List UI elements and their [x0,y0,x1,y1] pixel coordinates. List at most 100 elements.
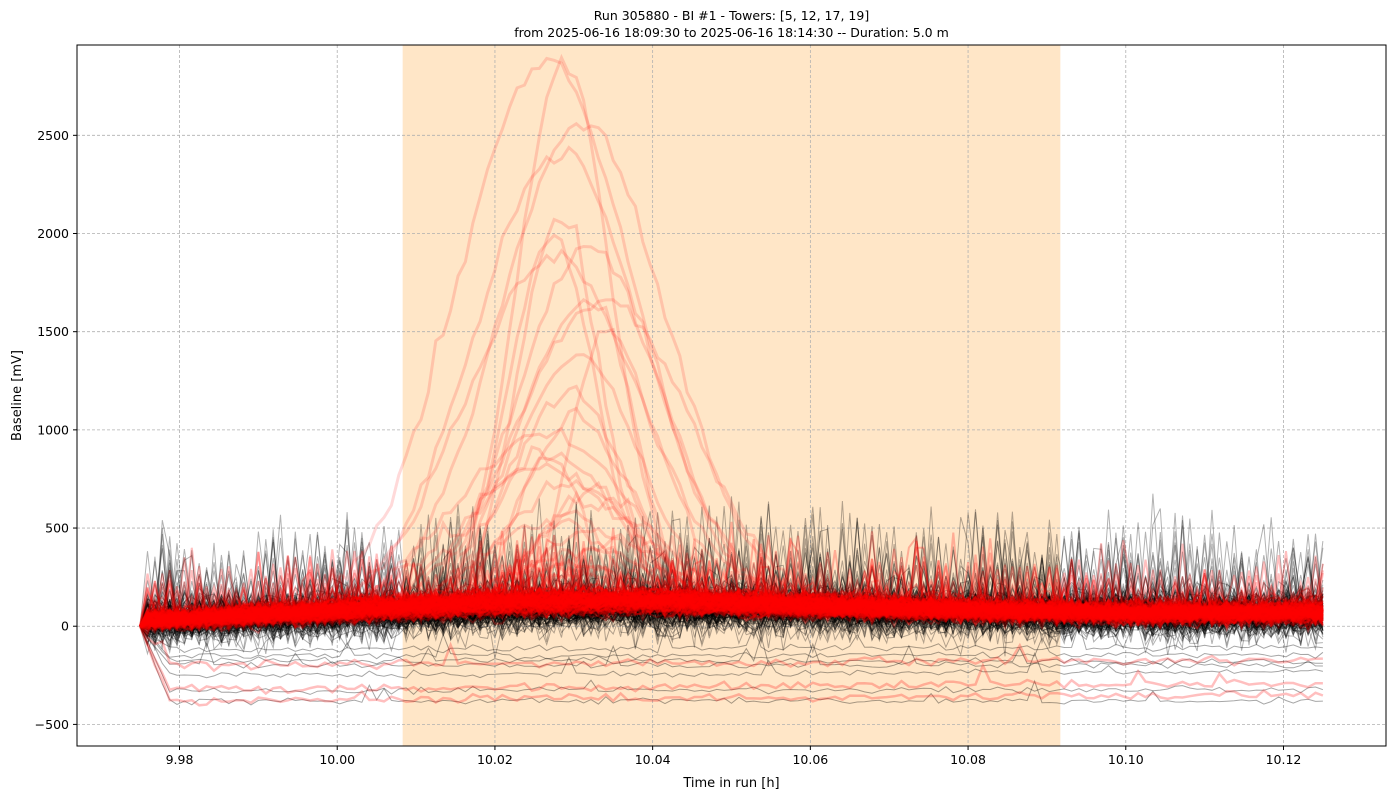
black-trace [139,512,1324,634]
red-trace [139,577,1324,629]
x-tick-label: 9.98 [166,752,194,767]
red-trace [139,574,1324,631]
black-trace [139,559,1324,641]
red-trace [139,569,1324,627]
black-trace [139,548,1324,651]
y-tick-label: −500 [35,717,69,732]
red-peak-trace [139,555,1325,630]
red-trace [139,535,1324,629]
x-tick-label: 10.00 [319,752,355,767]
black-trace [139,570,1324,630]
black-trace [139,554,1323,641]
red-trace [139,564,1324,629]
black-trace [139,542,1324,637]
red-trace [139,546,1324,627]
black-trace [139,532,1324,633]
red-trace [139,574,1324,632]
black-trace [139,535,1324,628]
red-trace [139,573,1323,631]
x-tick-label: 10.10 [1108,752,1144,767]
black-trace [139,554,1324,651]
red-trace [139,560,1324,633]
red-outlier-trace [138,625,1324,707]
red-trace [139,551,1324,627]
red-trace [139,574,1324,630]
red-trace [139,565,1324,627]
black-trace [139,538,1323,644]
red-trace [139,579,1324,631]
red-trace [139,549,1324,627]
black-trace [139,554,1324,638]
red-trace [139,569,1324,630]
black-trace [139,541,1324,640]
red-trace [139,586,1324,629]
red-trace [139,577,1324,627]
black-trace [139,504,1324,637]
red-trace [139,558,1324,632]
red-trace [139,572,1323,629]
black-trace [140,523,1324,638]
black-trace [139,514,1324,646]
red-trace [139,562,1324,627]
red-trace [140,562,1324,628]
black-trace [139,543,1324,650]
black-trace [139,554,1324,633]
red-peak-trace [139,547,1324,630]
black-trace [139,523,1323,635]
black-trace [139,571,1323,644]
black-trace [139,547,1324,646]
red-peak-trace [139,480,1324,630]
black-trace [139,567,1324,647]
black-trace [139,511,1324,647]
black-trace [139,509,1324,629]
red-trace [139,566,1324,635]
black-trace [139,547,1324,641]
red-peak-trace [139,53,1325,632]
red-trace [139,546,1323,627]
black-trace [139,564,1324,651]
black-trace [139,565,1324,650]
red-peak-trace [140,384,1325,628]
red-trace [139,565,1324,628]
red-peak-trace [139,244,1324,632]
black-trace [139,538,1324,629]
black-outlier-trace [139,625,1323,669]
black-trace [139,520,1324,634]
black-trace [139,556,1324,638]
red-trace [139,531,1324,627]
black-outlier-trace [139,625,1324,679]
red-trace [139,564,1324,630]
red-trace [139,574,1324,628]
black-trace [139,554,1324,659]
black-trace [140,533,1324,634]
black-trace [139,560,1324,643]
red-trace [139,562,1324,627]
red-trace [139,574,1324,631]
black-trace [139,545,1324,638]
red-peak-trace [138,517,1324,632]
black-trace [139,529,1324,646]
red-trace [139,541,1324,628]
red-trace [139,542,1324,627]
red-trace [139,576,1324,631]
black-trace [139,512,1324,638]
red-trace [139,555,1324,628]
black-trace [139,520,1323,640]
black-trace [139,539,1324,649]
red-trace [139,559,1324,629]
black-trace [139,563,1324,634]
red-trace [139,538,1323,630]
black-outlier-trace [139,622,1323,654]
red-trace [139,567,1324,628]
black-trace [139,538,1324,632]
black-trace [139,501,1324,628]
black-trace [139,517,1324,634]
black-trace [139,506,1324,634]
red-trace [140,536,1323,628]
black-trace [139,569,1324,642]
black-trace [139,525,1324,633]
red-trace [139,556,1324,627]
black-trace [139,578,1323,633]
black-trace [139,514,1324,648]
red-peak-trace [139,478,1324,633]
